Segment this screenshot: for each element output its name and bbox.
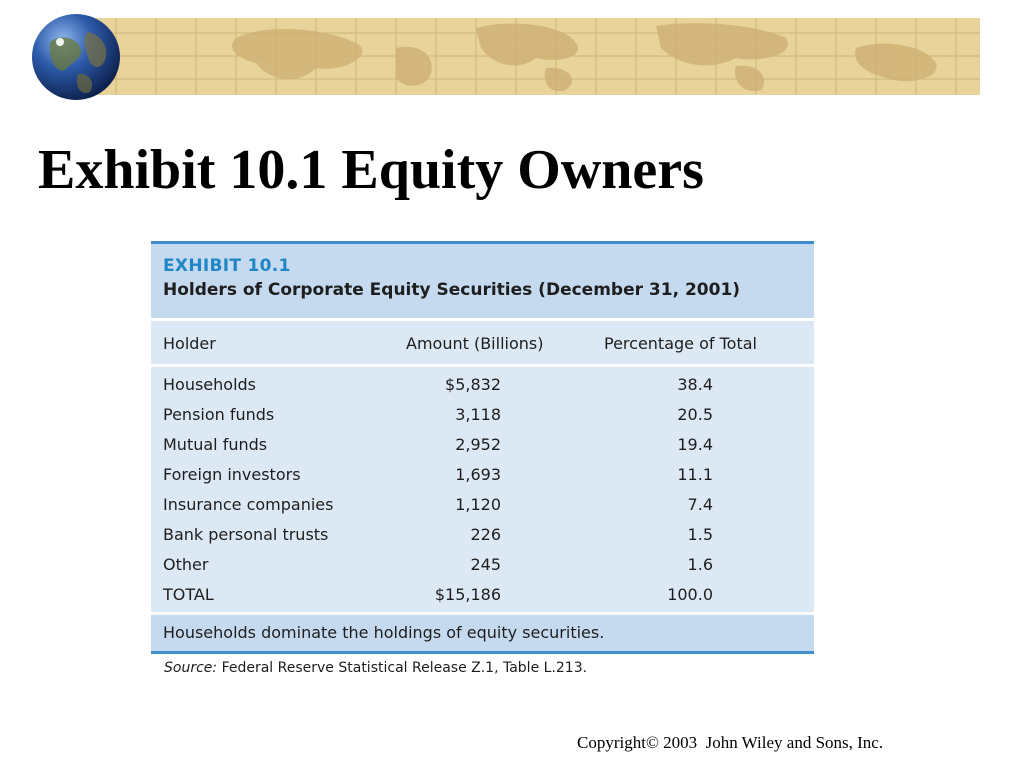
holder-cell: Foreign investors (163, 465, 301, 484)
amount-cell: 1,120 (455, 495, 501, 514)
exhibit-table: EXHIBIT 10.1 Holders of Corporate Equity… (151, 241, 814, 676)
source-text: Federal Reserve Statistical Release Z.1,… (221, 660, 588, 676)
source-line: Source: Federal Reserve Statistical Rele… (151, 654, 814, 676)
holder-cell: Households (163, 375, 257, 394)
amount-cell: 3,118 (455, 405, 501, 424)
exhibit-caption: Holders of Corporate Equity Securities (… (163, 280, 741, 300)
source-label: Source: (164, 660, 218, 676)
amount-cell: 245 (470, 555, 501, 574)
table-row-total: TOTAL $15,186 100.0 (151, 585, 814, 615)
exhibit-note: Households dominate the holdings of equi… (151, 615, 814, 651)
holder-cell: Other (163, 555, 209, 574)
bottom-rule (151, 651, 814, 654)
header-map-banner (96, 18, 980, 95)
column-header-percentage: Percentage of Total (604, 334, 757, 353)
column-headers: Holder Amount (Billions) Percentage of T… (151, 321, 814, 364)
percentage-cell: 7.4 (687, 495, 713, 514)
percentage-cell: 1.5 (687, 525, 713, 544)
table-row: Other 245 1.6 (151, 555, 814, 585)
column-header-holder: Holder (163, 334, 216, 353)
world-map-graphic (96, 18, 980, 95)
amount-cell: 2,952 (455, 435, 501, 454)
percentage-cell: 38.4 (677, 375, 713, 394)
holder-cell: Bank personal trusts (163, 525, 329, 544)
holder-cell: Mutual funds (163, 435, 268, 454)
percentage-cell: 20.5 (677, 405, 713, 424)
amount-cell: $5,832 (445, 375, 501, 394)
holder-cell: TOTAL (163, 585, 214, 604)
holder-cell: Insurance companies (163, 495, 334, 514)
table-row: Pension funds 3,118 20.5 (151, 405, 814, 435)
table-row: Mutual funds 2,952 19.4 (151, 435, 814, 465)
globe-icon (30, 12, 122, 102)
percentage-cell: 19.4 (677, 435, 713, 454)
amount-cell: 1,693 (455, 465, 501, 484)
amount-cell: 226 (470, 525, 501, 544)
percentage-cell: 100.0 (667, 585, 713, 604)
divider (151, 364, 814, 367)
exhibit-header: EXHIBIT 10.1 Holders of Corporate Equity… (151, 244, 814, 318)
table-row: Insurance companies 1,120 7.4 (151, 495, 814, 525)
exhibit-label: EXHIBIT 10.1 (163, 256, 291, 276)
copyright-text: Copyright© 2003 John Wiley and Sons, Inc… (577, 733, 884, 752)
top-rule (151, 241, 814, 244)
divider (151, 612, 814, 615)
column-header-amount: Amount (Billions) (406, 334, 544, 353)
table-row: Households $5,832 38.4 (151, 375, 814, 405)
amount-cell: $15,186 (434, 585, 501, 604)
table-row: Bank personal trusts 226 1.5 (151, 525, 814, 555)
table-body: Households $5,832 38.4 Pension funds 3,1… (151, 367, 814, 612)
percentage-cell: 1.6 (687, 555, 713, 574)
percentage-cell: 11.1 (677, 465, 713, 484)
note-text: Households dominate the holdings of equi… (163, 623, 605, 642)
divider (151, 318, 814, 321)
table-row: Foreign investors 1,693 11.1 (151, 465, 814, 495)
slide-title: Exhibit 10.1 Equity Owners (38, 139, 704, 201)
holder-cell: Pension funds (163, 405, 275, 424)
